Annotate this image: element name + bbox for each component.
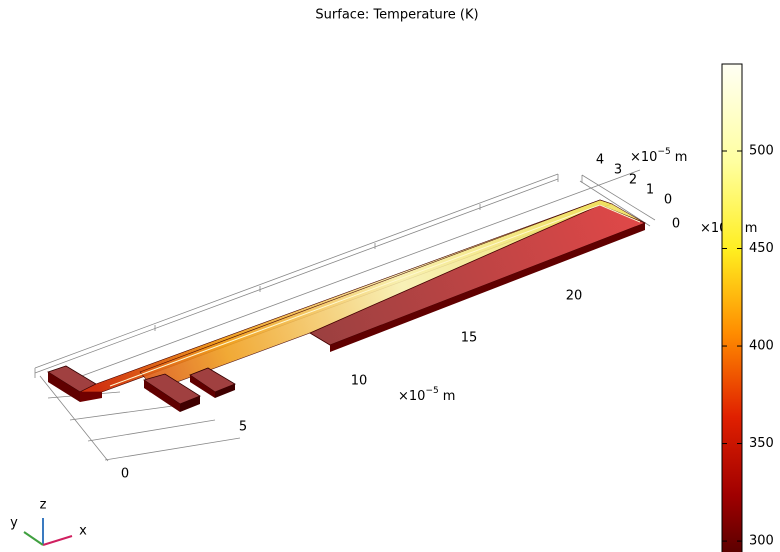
plot-title: Surface: Temperature (K) <box>315 8 478 23</box>
colorbar <box>722 64 742 552</box>
axis-tick-label: 15 <box>461 331 478 346</box>
unit-exponent: −5 <box>657 147 670 157</box>
triad-x: x <box>79 524 87 539</box>
axis-tick-label: 4 <box>596 153 604 168</box>
axis-unit: ×10−5 m <box>398 386 455 404</box>
colorbar-tick-label: 450 <box>749 241 774 256</box>
colorbar-tick-label: 300 <box>749 534 774 549</box>
triad-z: z <box>40 498 47 513</box>
axis-tick-label: 0 <box>664 193 672 208</box>
unit-unit: m <box>675 150 688 165</box>
unit-base: ×10 <box>630 150 657 165</box>
plot-window: Surface: Temperature (K) z x y 05101520×… <box>0 0 780 552</box>
axis-unit: ×10−5 m <box>630 147 687 165</box>
axis-tick-label: 0 <box>121 467 129 482</box>
axis-tick-label: 0 <box>672 217 680 232</box>
axis-tick-label: 1 <box>646 183 654 198</box>
colorbar-tick-label: 400 <box>749 339 774 354</box>
axis-tick-label: 2 <box>629 173 637 188</box>
unit-unit: m <box>443 389 456 404</box>
axis-tick-label: 5 <box>239 420 247 435</box>
axis-tick-label: 3 <box>614 163 622 178</box>
unit-unit: m <box>745 221 758 236</box>
unit-base: ×10 <box>398 389 425 404</box>
triad: z x y <box>10 498 87 546</box>
unit-exponent: −5 <box>425 386 438 396</box>
geometry <box>48 200 645 412</box>
colorbar-tick-label: 350 <box>749 436 774 451</box>
colorbar-tick-label: 500 <box>749 143 774 158</box>
triad-y: y <box>10 516 18 531</box>
axis-tick-label: 20 <box>566 289 583 304</box>
axis-tick-label: 10 <box>351 374 368 389</box>
